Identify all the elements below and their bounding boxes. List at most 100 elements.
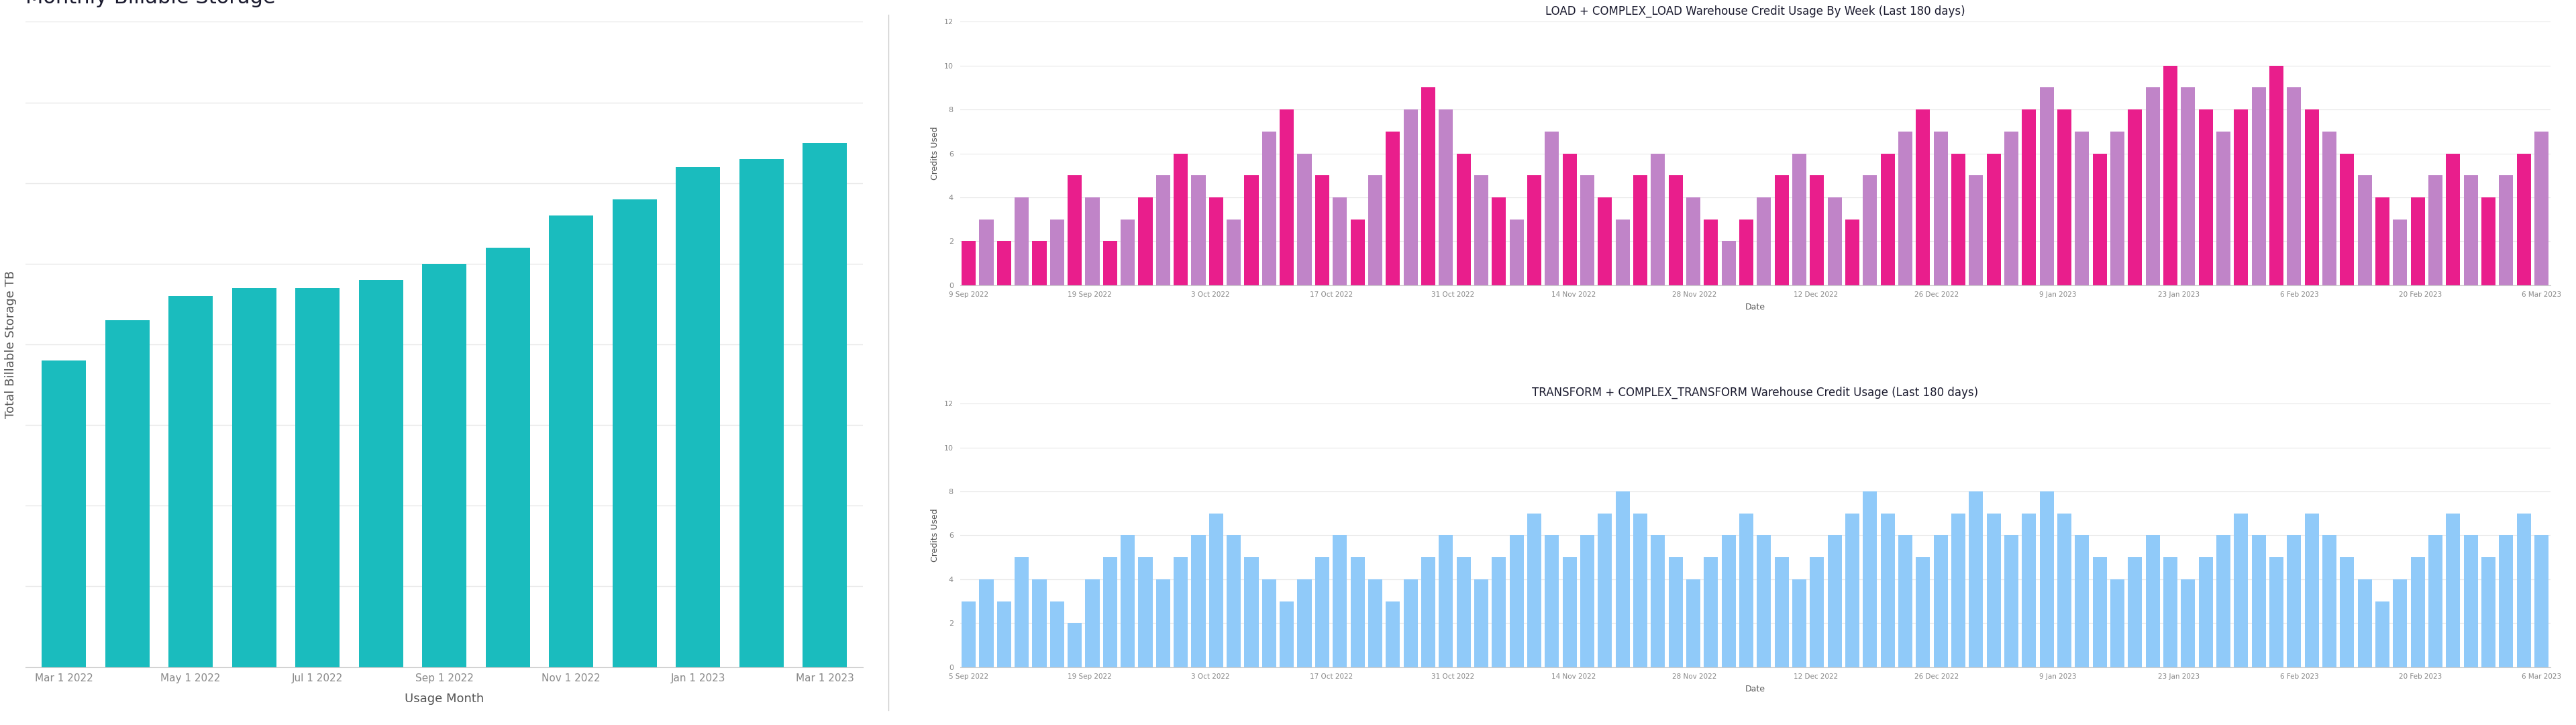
Bar	[1350, 558, 1365, 667]
Bar	[2164, 66, 2177, 285]
Bar	[804, 143, 848, 667]
Bar	[1775, 175, 1788, 285]
Bar	[1175, 558, 1188, 667]
X-axis label: Date: Date	[1744, 303, 1765, 312]
Bar	[2411, 197, 2424, 285]
Bar	[1208, 513, 1224, 667]
Bar	[1721, 535, 1736, 667]
Bar	[1386, 131, 1399, 285]
Bar	[2215, 131, 2231, 285]
Bar	[2447, 154, 2460, 285]
Bar	[1422, 558, 1435, 667]
Bar	[1051, 219, 1064, 285]
Bar	[1793, 579, 1806, 667]
Bar	[2197, 558, 2213, 667]
Bar	[613, 199, 657, 667]
Bar	[2092, 154, 2107, 285]
Bar	[1226, 219, 1242, 285]
Bar	[1935, 535, 1947, 667]
Bar	[1757, 535, 1770, 667]
Bar	[1826, 197, 1842, 285]
Title: LOAD + COMPLEX_LOAD Warehouse Credit Usage By Week (Last 180 days): LOAD + COMPLEX_LOAD Warehouse Credit Usa…	[1546, 5, 1965, 17]
Bar	[1455, 154, 1471, 285]
Bar	[2110, 131, 2125, 285]
Bar	[1687, 579, 1700, 667]
Bar	[1015, 558, 1028, 667]
Bar	[1190, 535, 1206, 667]
Bar	[1066, 175, 1082, 285]
Bar	[1121, 535, 1136, 667]
Bar	[1386, 601, 1399, 667]
Bar	[1564, 154, 1577, 285]
Bar	[2463, 535, 2478, 667]
Bar	[1950, 513, 1965, 667]
Bar	[739, 159, 783, 667]
Bar	[1139, 558, 1151, 667]
Bar	[1880, 154, 1896, 285]
Bar	[1775, 558, 1788, 667]
Bar	[1669, 558, 1682, 667]
Bar	[1157, 175, 1170, 285]
Bar	[2197, 109, 2213, 285]
Bar	[1051, 601, 1064, 667]
Bar	[2463, 175, 2478, 285]
Bar	[1473, 579, 1489, 667]
Bar	[2251, 535, 2267, 667]
Bar	[1262, 131, 1275, 285]
Bar	[1316, 175, 1329, 285]
Bar	[1721, 241, 1736, 285]
Bar	[1880, 513, 1896, 667]
Bar	[1669, 175, 1682, 285]
Bar	[106, 320, 149, 667]
Bar	[2535, 131, 2548, 285]
Bar	[1528, 175, 1540, 285]
Bar	[2058, 513, 2071, 667]
Bar	[1262, 579, 1275, 667]
Bar	[2146, 535, 2159, 667]
Bar	[1935, 131, 1947, 285]
Bar	[2004, 535, 2020, 667]
Bar	[1121, 219, 1136, 285]
Bar	[1280, 601, 1293, 667]
Bar	[549, 215, 592, 667]
Bar	[2517, 513, 2530, 667]
Bar	[484, 247, 531, 667]
Bar	[979, 579, 994, 667]
Bar	[2324, 535, 2336, 667]
Bar	[1404, 109, 1417, 285]
Bar	[2306, 109, 2318, 285]
Bar	[1368, 579, 1383, 667]
Bar	[2393, 219, 2406, 285]
Bar	[1175, 154, 1188, 285]
Bar	[1298, 154, 1311, 285]
Bar	[1633, 175, 1646, 285]
Bar	[2499, 535, 2514, 667]
Bar	[961, 241, 976, 285]
Bar	[1226, 535, 1242, 667]
Bar	[422, 264, 466, 667]
Bar	[1862, 492, 1878, 667]
Bar	[1739, 219, 1754, 285]
Bar	[1811, 175, 1824, 285]
Bar	[2481, 197, 2496, 285]
Bar	[2233, 109, 2249, 285]
Bar	[1473, 175, 1489, 285]
Bar	[2058, 109, 2071, 285]
Bar	[1084, 579, 1100, 667]
Bar	[2339, 154, 2354, 285]
Bar	[2004, 131, 2020, 285]
Bar	[1968, 175, 1984, 285]
Bar	[1826, 535, 1842, 667]
Bar	[979, 219, 994, 285]
Bar	[2128, 109, 2143, 285]
Bar	[1510, 535, 1522, 667]
Bar	[1298, 579, 1311, 667]
Bar	[1899, 535, 1911, 667]
Bar	[1528, 513, 1540, 667]
Bar	[2251, 88, 2267, 285]
Bar	[1492, 197, 1507, 285]
Bar	[2357, 175, 2372, 285]
Bar	[2375, 601, 2391, 667]
Bar	[1103, 558, 1118, 667]
Bar	[41, 360, 85, 667]
